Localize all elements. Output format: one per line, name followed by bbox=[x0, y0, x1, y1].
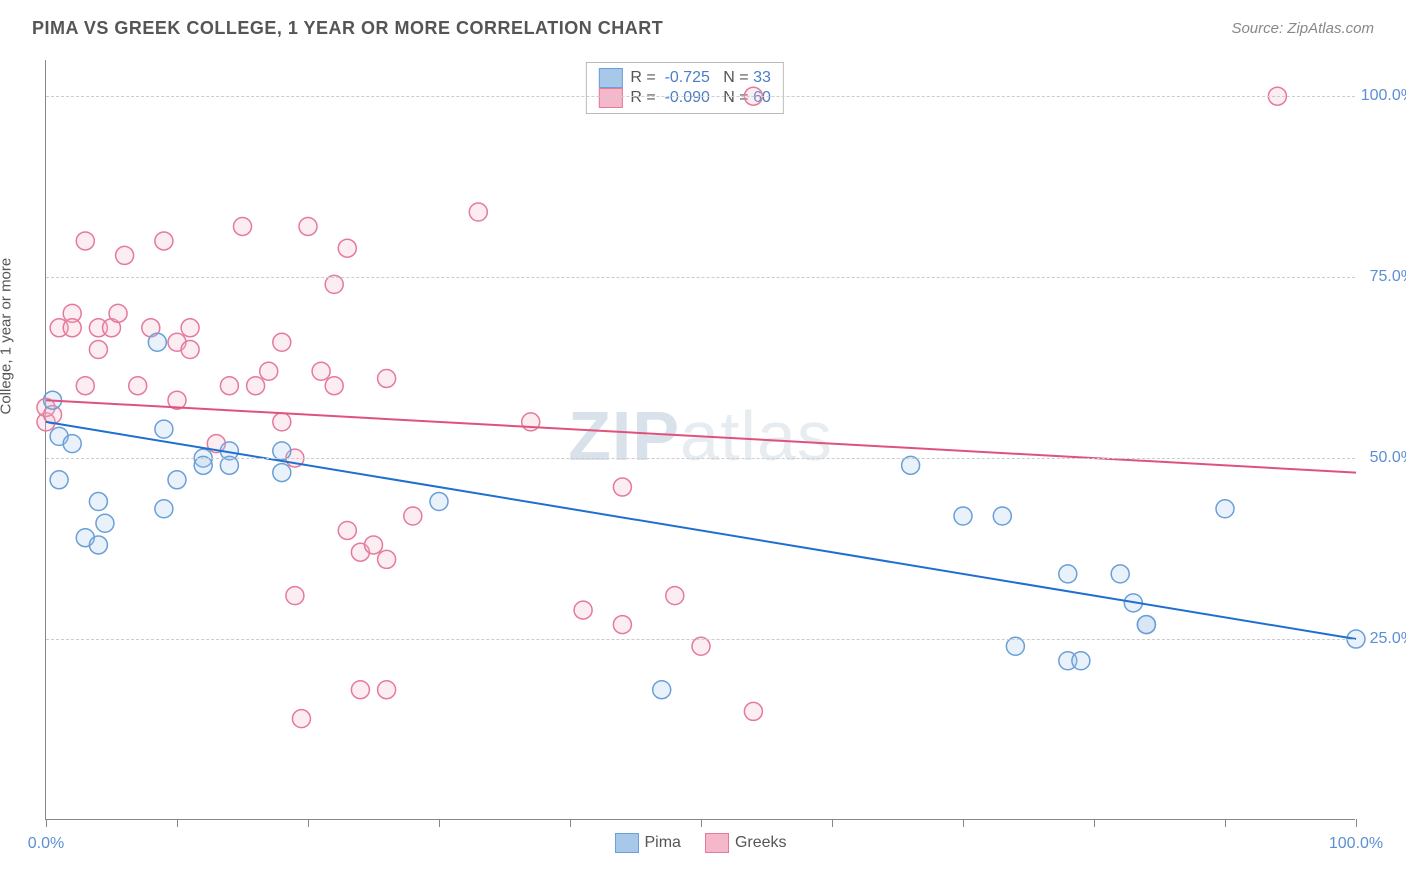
x-tick bbox=[1094, 819, 1095, 827]
data-point bbox=[50, 471, 68, 489]
chart-header: PIMA VS GREEK COLLEGE, 1 YEAR OR MORE CO… bbox=[32, 18, 1374, 39]
data-point bbox=[89, 493, 107, 511]
data-point bbox=[574, 601, 592, 619]
data-point bbox=[378, 550, 396, 568]
data-point bbox=[744, 702, 762, 720]
x-tick bbox=[439, 819, 440, 827]
data-point bbox=[666, 587, 684, 605]
data-point bbox=[365, 536, 383, 554]
data-point bbox=[129, 377, 147, 395]
data-point bbox=[1137, 616, 1155, 634]
data-point bbox=[89, 536, 107, 554]
data-point bbox=[286, 587, 304, 605]
gridline bbox=[46, 458, 1355, 459]
legend-item-pima: Pima bbox=[614, 833, 680, 853]
regression-line bbox=[46, 400, 1356, 472]
regression-line bbox=[46, 422, 1356, 639]
data-point bbox=[378, 369, 396, 387]
data-point bbox=[469, 203, 487, 221]
legend-label-greeks: Greeks bbox=[735, 834, 787, 852]
source-attribution: Source: ZipAtlas.com bbox=[1231, 20, 1374, 37]
data-point bbox=[181, 319, 199, 337]
x-tick bbox=[46, 819, 47, 827]
data-point bbox=[993, 507, 1011, 525]
data-point bbox=[155, 500, 173, 518]
data-point bbox=[155, 420, 173, 438]
data-point bbox=[653, 681, 671, 699]
data-point bbox=[273, 413, 291, 431]
y-tick-label: 50.0% bbox=[1370, 449, 1406, 467]
data-point bbox=[613, 616, 631, 634]
data-point bbox=[430, 493, 448, 511]
data-point bbox=[76, 377, 94, 395]
x-tick bbox=[570, 819, 571, 827]
data-point bbox=[338, 239, 356, 257]
x-tick bbox=[832, 819, 833, 827]
legend-item-greeks: Greeks bbox=[705, 833, 787, 853]
x-tick bbox=[1356, 819, 1357, 827]
data-point bbox=[1216, 500, 1234, 518]
x-tick bbox=[177, 819, 178, 827]
x-tick-label: 0.0% bbox=[28, 835, 64, 853]
x-tick bbox=[308, 819, 309, 827]
data-point bbox=[273, 464, 291, 482]
data-point bbox=[89, 341, 107, 359]
data-point bbox=[325, 377, 343, 395]
data-point bbox=[292, 710, 310, 728]
data-point bbox=[351, 681, 369, 699]
y-tick-label: 25.0% bbox=[1370, 630, 1406, 648]
data-point bbox=[168, 471, 186, 489]
x-tick bbox=[1225, 819, 1226, 827]
data-point bbox=[1059, 565, 1077, 583]
x-tick bbox=[963, 819, 964, 827]
swatch-greeks-bottom bbox=[705, 833, 729, 853]
x-tick-label: 100.0% bbox=[1329, 835, 1383, 853]
data-point bbox=[273, 333, 291, 351]
y-axis-label: College, 1 year or more bbox=[0, 258, 15, 415]
gridline bbox=[46, 277, 1355, 278]
data-point bbox=[220, 377, 238, 395]
chart-title: PIMA VS GREEK COLLEGE, 1 YEAR OR MORE CO… bbox=[32, 18, 663, 39]
data-point bbox=[234, 217, 252, 235]
data-point bbox=[155, 232, 173, 250]
data-point bbox=[181, 341, 199, 359]
data-point bbox=[378, 681, 396, 699]
data-point bbox=[109, 304, 127, 322]
data-point bbox=[247, 377, 265, 395]
data-point bbox=[299, 217, 317, 235]
data-point bbox=[613, 478, 631, 496]
data-point bbox=[954, 507, 972, 525]
gridline bbox=[46, 96, 1355, 97]
data-point bbox=[63, 435, 81, 453]
legend-label-pima: Pima bbox=[644, 834, 680, 852]
data-point bbox=[63, 319, 81, 337]
data-point bbox=[1072, 652, 1090, 670]
y-tick-label: 75.0% bbox=[1370, 268, 1406, 286]
x-tick bbox=[701, 819, 702, 827]
scatter-svg bbox=[46, 60, 1355, 819]
data-point bbox=[96, 514, 114, 532]
plot-area: ZIPatlas R = -0.725 N = 33 R = -0.090 N … bbox=[45, 60, 1355, 820]
data-point bbox=[260, 362, 278, 380]
y-tick-label: 100.0% bbox=[1361, 87, 1406, 105]
series-legend: Pima Greeks bbox=[614, 833, 786, 853]
data-point bbox=[404, 507, 422, 525]
data-point bbox=[148, 333, 166, 351]
swatch-pima-bottom bbox=[614, 833, 638, 853]
data-point bbox=[76, 232, 94, 250]
data-point bbox=[338, 521, 356, 539]
data-point bbox=[1111, 565, 1129, 583]
data-point bbox=[116, 246, 134, 264]
gridline bbox=[46, 639, 1355, 640]
data-point bbox=[312, 362, 330, 380]
